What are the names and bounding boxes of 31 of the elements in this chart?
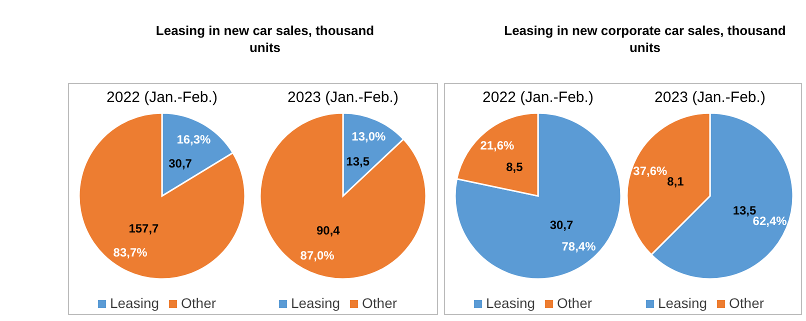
chart-subtitle: 2023 (Jan.-Feb.) <box>654 89 766 106</box>
text: 16,3% <box>176 132 211 147</box>
chart-title: Leasing in new corporate car sales, thousand units <box>503 22 787 56</box>
text: 78,4% <box>562 239 596 254</box>
text: 21,6% <box>480 138 514 153</box>
legend-label: Leasing <box>486 295 536 311</box>
chart-title: Leasing in new car sales, thousand units <box>154 22 376 56</box>
text: 37,6% <box>633 164 668 178</box>
data-label: 90,4 <box>316 223 340 238</box>
data-label: 157,7 <box>128 222 160 236</box>
chart-subtitle: 2023 (Jan.-Feb.) <box>286 89 400 106</box>
legend-label: Other <box>557 295 592 311</box>
text: 83,7% <box>113 245 148 260</box>
data-label: 30,7 <box>168 156 192 170</box>
chart-subtitle: 2022 (Jan.-Feb.) <box>106 89 218 106</box>
data-label: 13,5 <box>346 154 370 169</box>
pie-slice <box>78 112 246 280</box>
pie-slice <box>454 112 622 280</box>
legend-label: Leasing <box>290 295 340 311</box>
text: 13,0% <box>352 130 386 144</box>
legend-label: Leasing <box>110 295 160 311</box>
legend-label: Other <box>181 295 216 311</box>
legend-label: Leasing <box>658 295 708 311</box>
chart-subtitle: 2022 (Jan.-Feb.) <box>482 89 594 106</box>
legend-label: Other <box>729 295 764 311</box>
legend-label: Other <box>362 295 398 311</box>
data-label: 30,7 <box>550 218 574 232</box>
text: 87,0% <box>300 248 334 262</box>
data-label: 8,5 <box>506 160 524 174</box>
pie-slice <box>259 112 427 280</box>
data-label: 8,1 <box>667 174 684 189</box>
